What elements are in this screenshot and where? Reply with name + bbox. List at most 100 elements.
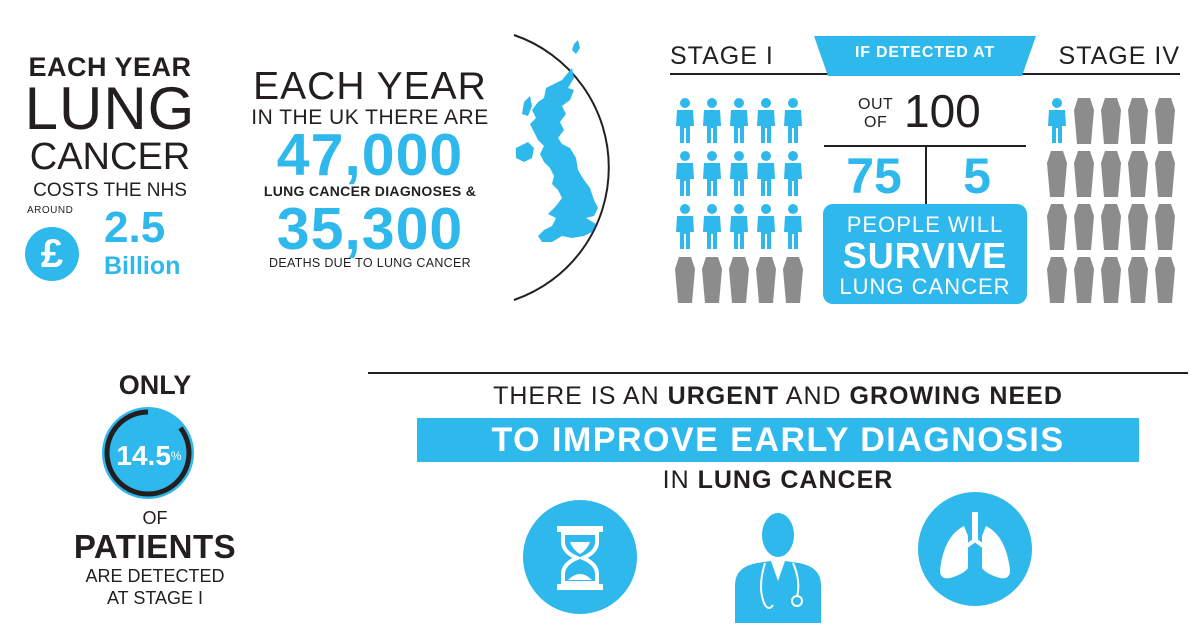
need-line1-c: AND <box>779 382 850 410</box>
survive-box-line1: PEOPLE WILL <box>846 212 1004 237</box>
coffin-icon <box>1074 257 1094 303</box>
coffin-icon <box>1155 204 1175 250</box>
uk-line-in-uk: IN THE UK THERE ARE <box>251 106 489 129</box>
need-line1-b: URGENT <box>667 382 780 410</box>
coffin-icon <box>1074 151 1094 197</box>
costs-line-each-year: EACH YEAR <box>28 52 192 82</box>
person-icon <box>703 151 721 196</box>
person-icon <box>757 98 775 143</box>
out-of-line2: OF <box>864 114 888 131</box>
need-line1-a: THERE IS AN <box>493 382 668 410</box>
person-icon <box>676 98 694 143</box>
coffin-icon <box>1047 151 1067 197</box>
stage-four-survivors: 5 <box>963 148 991 204</box>
coffin-icon <box>1128 98 1148 144</box>
survival-vline <box>925 146 927 204</box>
stage-four-label: STAGE IV <box>1058 42 1180 70</box>
detection-ring-gauge <box>102 407 194 499</box>
person-icon <box>784 98 802 143</box>
coffin-icon <box>675 257 695 303</box>
person-icon <box>730 98 748 143</box>
coffin-icon <box>1047 204 1067 250</box>
survive-box-line3: LUNG CANCER <box>839 274 1011 299</box>
coffin-icon <box>756 257 776 303</box>
coffin-icon <box>1128 257 1148 303</box>
person-icon <box>757 151 775 196</box>
stage-one-people-grid <box>675 98 803 303</box>
out-of-value: 100 <box>904 85 981 137</box>
detection-percent-sign: % <box>170 449 182 463</box>
uk-map-icon <box>513 34 610 301</box>
hourglass-icon <box>523 500 637 614</box>
need-line1: THERE IS AN URGENT AND GROWING NEED <box>368 382 1188 411</box>
person-icon <box>703 98 721 143</box>
coffin-icon <box>1074 98 1094 144</box>
person-icon <box>676 151 694 196</box>
detection-percent-value: 14.5 <box>116 440 171 471</box>
costs-line-lung: LUNG <box>24 75 196 142</box>
out-of-line1: OUT <box>858 96 894 113</box>
coffin-icon <box>1155 98 1175 144</box>
person-icon <box>784 204 802 249</box>
lungs-icon <box>918 492 1032 606</box>
coffin-icon <box>1101 151 1121 197</box>
detection-ring-base <box>102 407 194 499</box>
stage-four-people-grid <box>1047 98 1175 303</box>
doctor-icon <box>735 505 821 623</box>
coffin-icon <box>1101 204 1121 250</box>
detection-line3: ARE DETECTED <box>85 566 225 586</box>
person-icon <box>784 151 802 196</box>
coffin-icon <box>1128 204 1148 250</box>
uk-line-each-year: EACH YEAR <box>253 65 487 108</box>
shetland-shape <box>572 40 580 54</box>
coffin-icon <box>1128 151 1148 197</box>
coffin-icon <box>1155 151 1175 197</box>
uk-diagnoses-number: 47,000 <box>276 122 464 188</box>
great-britain-shape <box>530 68 598 242</box>
person-icon <box>757 204 775 249</box>
detection-line4: AT STAGE I <box>106 588 204 608</box>
uk-deaths-number: 35,300 <box>276 196 464 262</box>
need-line3-a: IN <box>662 466 698 494</box>
person-icon <box>1048 98 1066 143</box>
coffin-icon <box>729 257 749 303</box>
person-icon <box>730 204 748 249</box>
costs-line-cancer: CANCER <box>29 136 191 178</box>
need-line3-b: LUNG CANCER <box>697 466 894 494</box>
person-icon <box>676 204 694 249</box>
coffin-icon <box>1047 257 1067 303</box>
uk-deaths-label: DEATHS DUE TO LUNG CANCER <box>269 256 471 270</box>
survive-box-line2: SURVIVE <box>842 235 1008 276</box>
need-divider-line <box>368 372 1188 374</box>
coffin-icon <box>1101 257 1121 303</box>
coffin-icon <box>1101 98 1121 144</box>
out-of-label: OUT OF <box>858 96 893 132</box>
need-line1-d: GROWING NEED <box>849 382 1063 410</box>
coffin-icon <box>702 257 722 303</box>
uk-diagnoses-label: LUNG CANCER DIAGNOSES & <box>263 183 477 199</box>
detected-banner-text: IF DETECTED AT <box>854 44 996 61</box>
hebrides-shape <box>522 96 532 116</box>
person-icon <box>703 204 721 249</box>
need-line3: IN LUNG CANCER <box>368 466 1188 495</box>
coffin-icon <box>1155 257 1175 303</box>
costs-unit: Billion <box>104 252 181 280</box>
detection-percent: 14.5% <box>104 440 194 472</box>
northern-ireland-shape <box>516 142 534 162</box>
costs-line-nhs: COSTS THE NHS <box>33 180 187 201</box>
stage-one-survivors: 75 <box>846 148 902 204</box>
costs-around-label: AROUND <box>27 205 74 216</box>
person-icon <box>730 151 748 196</box>
coffin-icon <box>783 257 803 303</box>
detection-of: OF <box>142 508 168 528</box>
costs-value: 2.5 <box>104 203 166 252</box>
detection-patients: PATIENTS <box>73 528 237 565</box>
detected-banner-shape <box>814 36 1036 76</box>
need-banner: TO IMPROVE EARLY DIAGNOSIS <box>417 418 1139 462</box>
pound-coin-icon: £ <box>25 227 79 281</box>
divider-arc <box>513 34 610 301</box>
detection-only: ONLY <box>118 370 192 400</box>
stage-one-label: STAGE I <box>670 42 774 70</box>
detection-ring-arc <box>104 409 192 497</box>
coffin-icon <box>1074 204 1094 250</box>
